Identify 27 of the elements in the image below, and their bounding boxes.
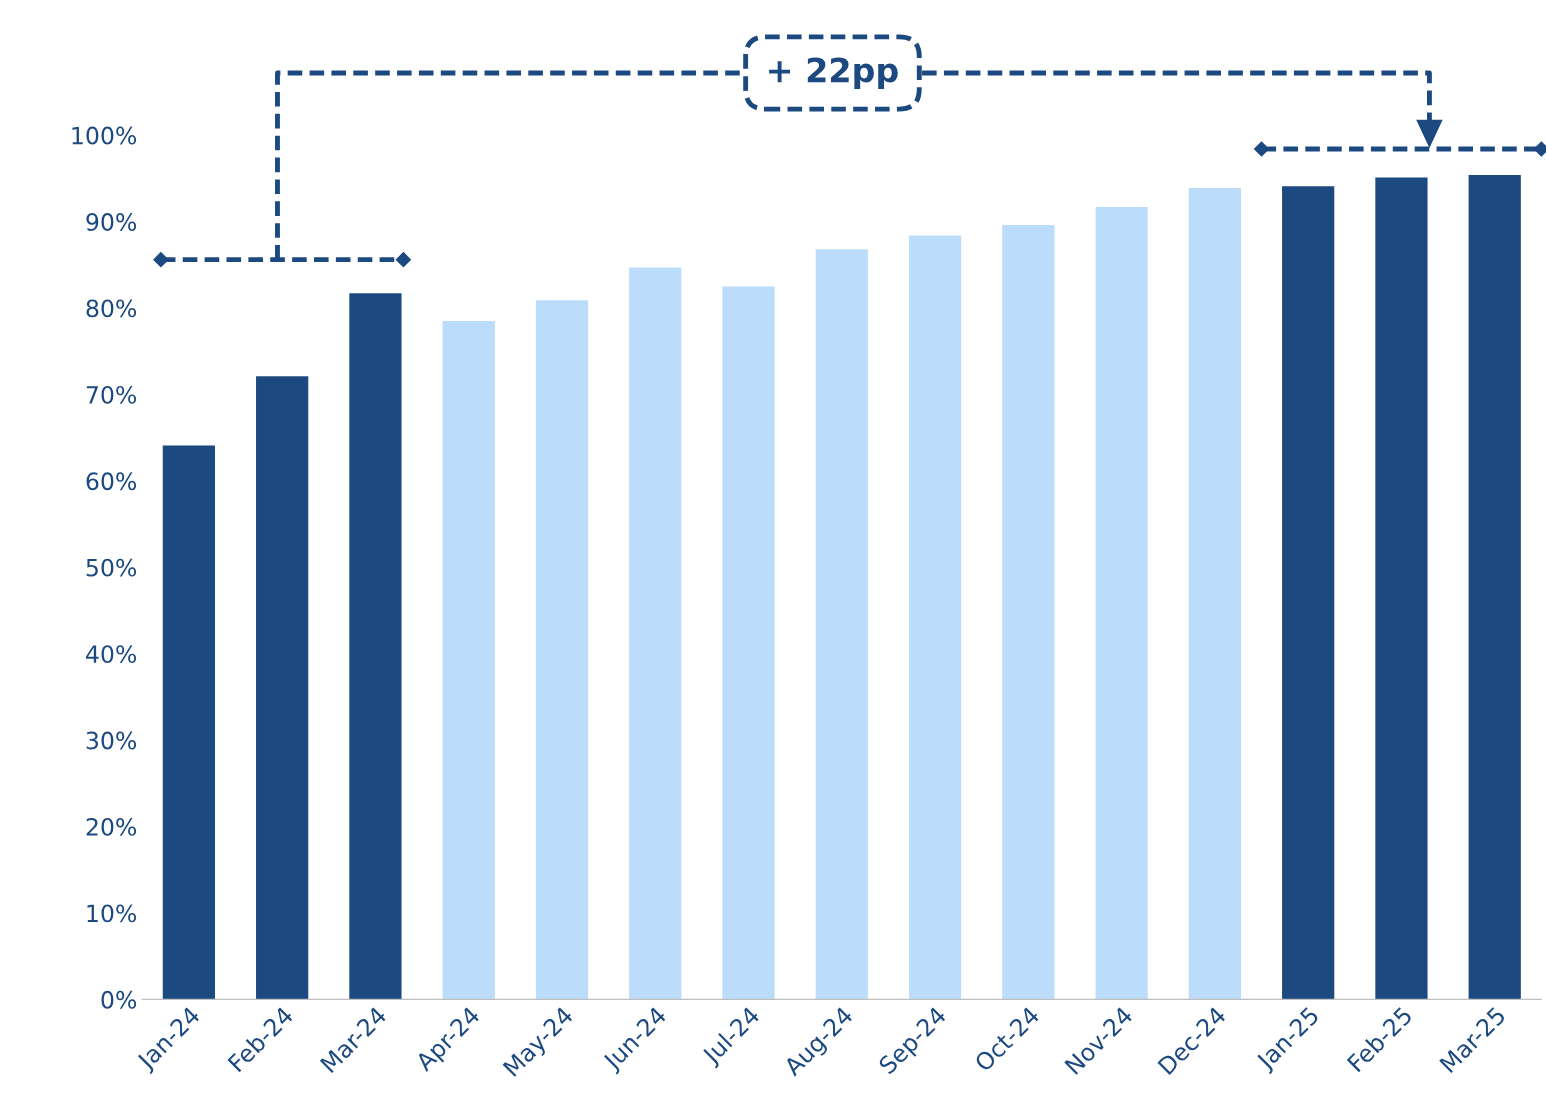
y-tick-label: 10% (87, 904, 137, 923)
bar (535, 300, 589, 1000)
bar (1468, 174, 1521, 1000)
bar (256, 376, 309, 1000)
bar (1188, 187, 1242, 1000)
y-tick-label: 70% (86, 385, 137, 404)
bar (349, 293, 402, 1000)
y-tick-label: 30% (86, 731, 137, 750)
bar (1002, 225, 1055, 1000)
bar (1375, 177, 1428, 1000)
bar (815, 249, 868, 1000)
bar (629, 267, 682, 1000)
y-tick-label: 90% (86, 213, 137, 231)
bar (1095, 206, 1148, 1000)
bar (162, 445, 215, 1000)
y-tick-label: 80% (86, 299, 137, 318)
y-tick-label: 40% (86, 645, 137, 664)
y-tick-label: 60% (86, 472, 137, 491)
bar (722, 286, 775, 1000)
bar (442, 320, 495, 1000)
y-tick-label: 20% (86, 818, 137, 836)
bar (1282, 186, 1335, 1000)
y-tick-label: 0% (101, 990, 137, 1009)
y-tick-label: 50% (86, 558, 137, 577)
text: + 22pp (769, 57, 898, 90)
bar (908, 235, 962, 1000)
y-tick-label: 100% (72, 126, 137, 145)
